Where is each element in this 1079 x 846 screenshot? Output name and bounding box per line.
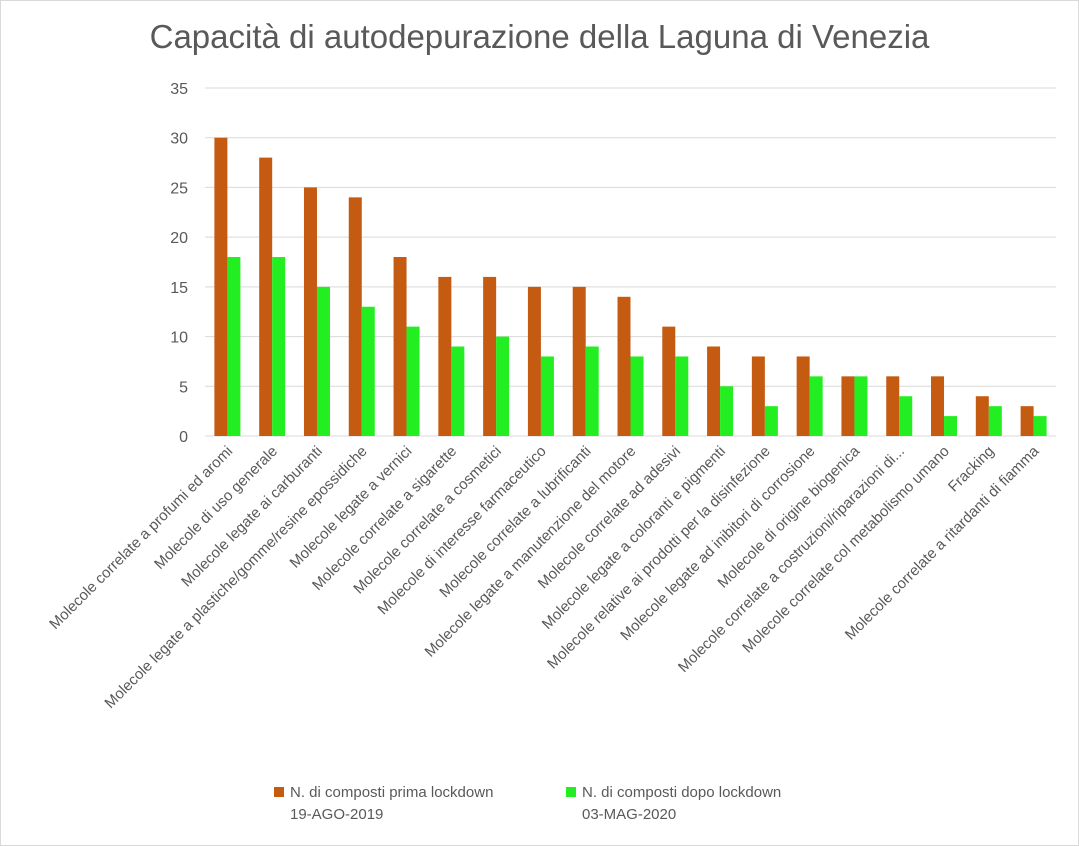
bar-before — [617, 296, 631, 436]
bar-after — [227, 257, 241, 436]
bar-after — [988, 406, 1002, 436]
y-tick-label: 25 — [170, 180, 188, 197]
legend-swatch-before — [274, 787, 284, 797]
y-tick-label: 0 — [179, 429, 188, 446]
bar-before — [975, 396, 989, 436]
y-tick-label: 35 — [170, 81, 188, 98]
y-axis-ticks: 0 5 10 15 20 25 30 35 — [170, 81, 188, 446]
legend-swatch-after — [566, 787, 576, 797]
bar-after — [720, 386, 734, 436]
bar-after — [406, 326, 420, 436]
bar-before — [707, 346, 721, 436]
legend-label-before: N. di composti prima lockdown — [290, 784, 494, 801]
bar-before — [348, 197, 362, 436]
bar-after — [540, 356, 554, 436]
bar-after — [854, 376, 868, 436]
y-tick-label: 15 — [170, 280, 188, 297]
bar-before — [572, 286, 586, 436]
bar-after — [272, 257, 286, 436]
bar-after — [1033, 416, 1047, 436]
bar-after — [809, 376, 823, 436]
bar-after — [944, 416, 958, 436]
bar-after — [675, 356, 689, 436]
bar-before — [303, 187, 317, 436]
bar-before — [931, 376, 945, 436]
legend-label-after: N. di composti dopo lockdown — [582, 784, 782, 801]
bar-after — [585, 346, 599, 436]
bar-before — [1020, 406, 1034, 436]
bar-before — [796, 356, 810, 436]
bar-after — [451, 346, 465, 436]
bar-after — [361, 306, 375, 436]
bar-after — [899, 396, 913, 436]
y-tick-label: 30 — [170, 131, 188, 148]
bar-before — [483, 276, 497, 436]
bar-before — [886, 376, 900, 436]
bar-after — [496, 336, 510, 436]
y-tick-label: 10 — [170, 330, 188, 347]
x-axis-ticks: Molecole correlate a profumi ed aromiMol… — [46, 442, 1043, 712]
y-tick-label: 5 — [179, 379, 188, 396]
legend-date-before: 19-AGO-2019 — [290, 806, 384, 823]
bar-after — [316, 286, 330, 436]
x-tick-label: Molecole correlate col metabolismo umano — [739, 443, 953, 657]
bar-before — [527, 286, 541, 436]
bar-before — [841, 376, 855, 436]
bar-before — [751, 356, 765, 436]
bars — [214, 137, 1047, 436]
bar-after — [764, 406, 778, 436]
y-tick-label: 20 — [170, 230, 188, 247]
bar-before — [662, 326, 676, 436]
bar-after — [630, 356, 644, 436]
bar-before — [259, 157, 273, 436]
chart-title: Capacità di autodepurazione della Laguna… — [149, 18, 930, 55]
bar-before — [393, 257, 407, 436]
bar-before — [214, 137, 228, 436]
bar-before — [438, 276, 452, 436]
legend-date-after: 03-MAG-2020 — [582, 806, 677, 823]
